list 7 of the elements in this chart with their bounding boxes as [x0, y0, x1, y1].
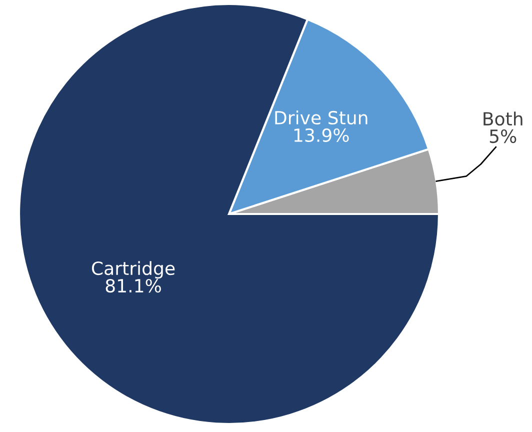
slice-label: Cartridge: [92, 261, 175, 279]
data-label: 5%: [490, 129, 516, 144]
pie-slice: [18, 2, 440, 426]
slice-label: Both: [484, 112, 522, 126]
data-label: 13.9%: [294, 128, 349, 142]
data-label: 81.1%: [106, 278, 161, 293]
slice-label: Drive Stun: [275, 110, 368, 125]
